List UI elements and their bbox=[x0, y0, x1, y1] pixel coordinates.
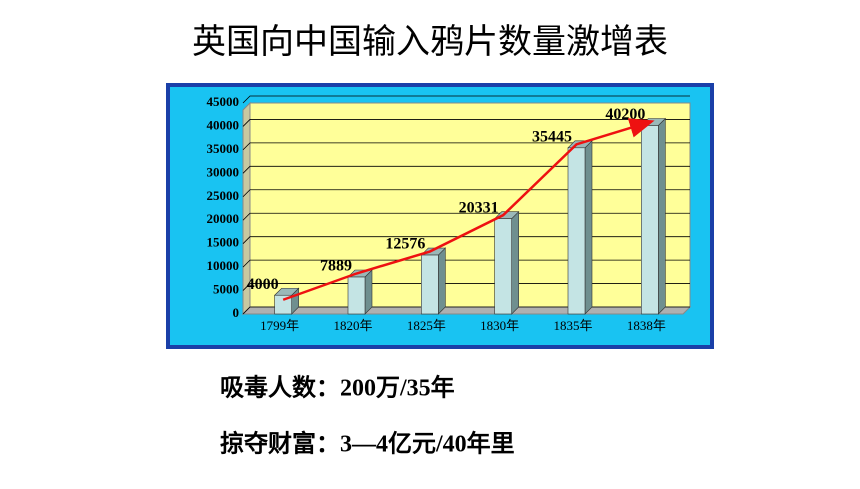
grid-line bbox=[242, 259, 690, 268]
y-tick-label: 15000 bbox=[207, 235, 240, 250]
grid-line bbox=[242, 212, 690, 221]
bar bbox=[640, 117, 667, 315]
grid-line bbox=[242, 283, 690, 291]
annotation: 掠夺财富：3—4亿元/40年里 bbox=[220, 430, 515, 458]
y-tick-label: 45000 bbox=[207, 94, 240, 109]
bar-face bbox=[584, 140, 593, 315]
bar-face bbox=[421, 254, 439, 315]
trend-line bbox=[282, 118, 655, 301]
bar-face bbox=[511, 210, 519, 315]
y-tick-label: 0 bbox=[233, 305, 240, 320]
bar bbox=[347, 269, 373, 315]
bar-face bbox=[567, 147, 586, 315]
y-tick-label: 5000 bbox=[213, 282, 239, 297]
grid-line bbox=[242, 165, 690, 174]
data-label: 7889 bbox=[320, 258, 352, 275]
annotation: 吸毒人数：200万/35年 bbox=[220, 374, 455, 402]
floor bbox=[241, 306, 692, 315]
x-tick-label: 1799年 bbox=[260, 318, 299, 333]
bar-face bbox=[658, 117, 666, 315]
data-label: 40200 bbox=[605, 106, 645, 123]
grid-line bbox=[242, 95, 690, 104]
chart-title: 英国向中国输入鸦片数量激增表 bbox=[192, 22, 668, 62]
data-label: 35445 bbox=[532, 128, 572, 145]
data-label: 12576 bbox=[385, 236, 425, 253]
y-tick-label: 40000 bbox=[207, 117, 240, 132]
y-tick-label: 25000 bbox=[207, 188, 240, 203]
bar bbox=[273, 287, 300, 315]
bar bbox=[567, 140, 593, 315]
x-tick-label: 1830年 bbox=[480, 318, 519, 333]
x-tick-label: 1820年 bbox=[333, 318, 372, 333]
x-tick-label: 1838年 bbox=[627, 318, 666, 333]
bar-face bbox=[347, 276, 366, 315]
grid-line bbox=[242, 189, 690, 198]
data-label: 20331 bbox=[459, 199, 499, 216]
x-tick-label: 1825年 bbox=[407, 318, 446, 333]
bar-face bbox=[494, 218, 512, 315]
data-label: 4000 bbox=[247, 276, 279, 293]
bar-face bbox=[641, 125, 659, 315]
y-tick-label: 30000 bbox=[207, 164, 240, 179]
grid-line bbox=[242, 142, 690, 151]
y-tick-label: 10000 bbox=[207, 258, 240, 273]
grid-line bbox=[242, 306, 690, 315]
grid-line bbox=[242, 119, 690, 127]
x-tick-label: 1835年 bbox=[553, 318, 592, 333]
y-tick-label: 35000 bbox=[207, 141, 240, 156]
y-tick-label: 20000 bbox=[207, 211, 240, 226]
bar bbox=[420, 247, 447, 315]
bar bbox=[493, 210, 520, 315]
grid-line bbox=[242, 236, 690, 244]
bar-face bbox=[438, 247, 446, 315]
bar-face bbox=[364, 269, 373, 315]
bar-face bbox=[274, 294, 292, 315]
